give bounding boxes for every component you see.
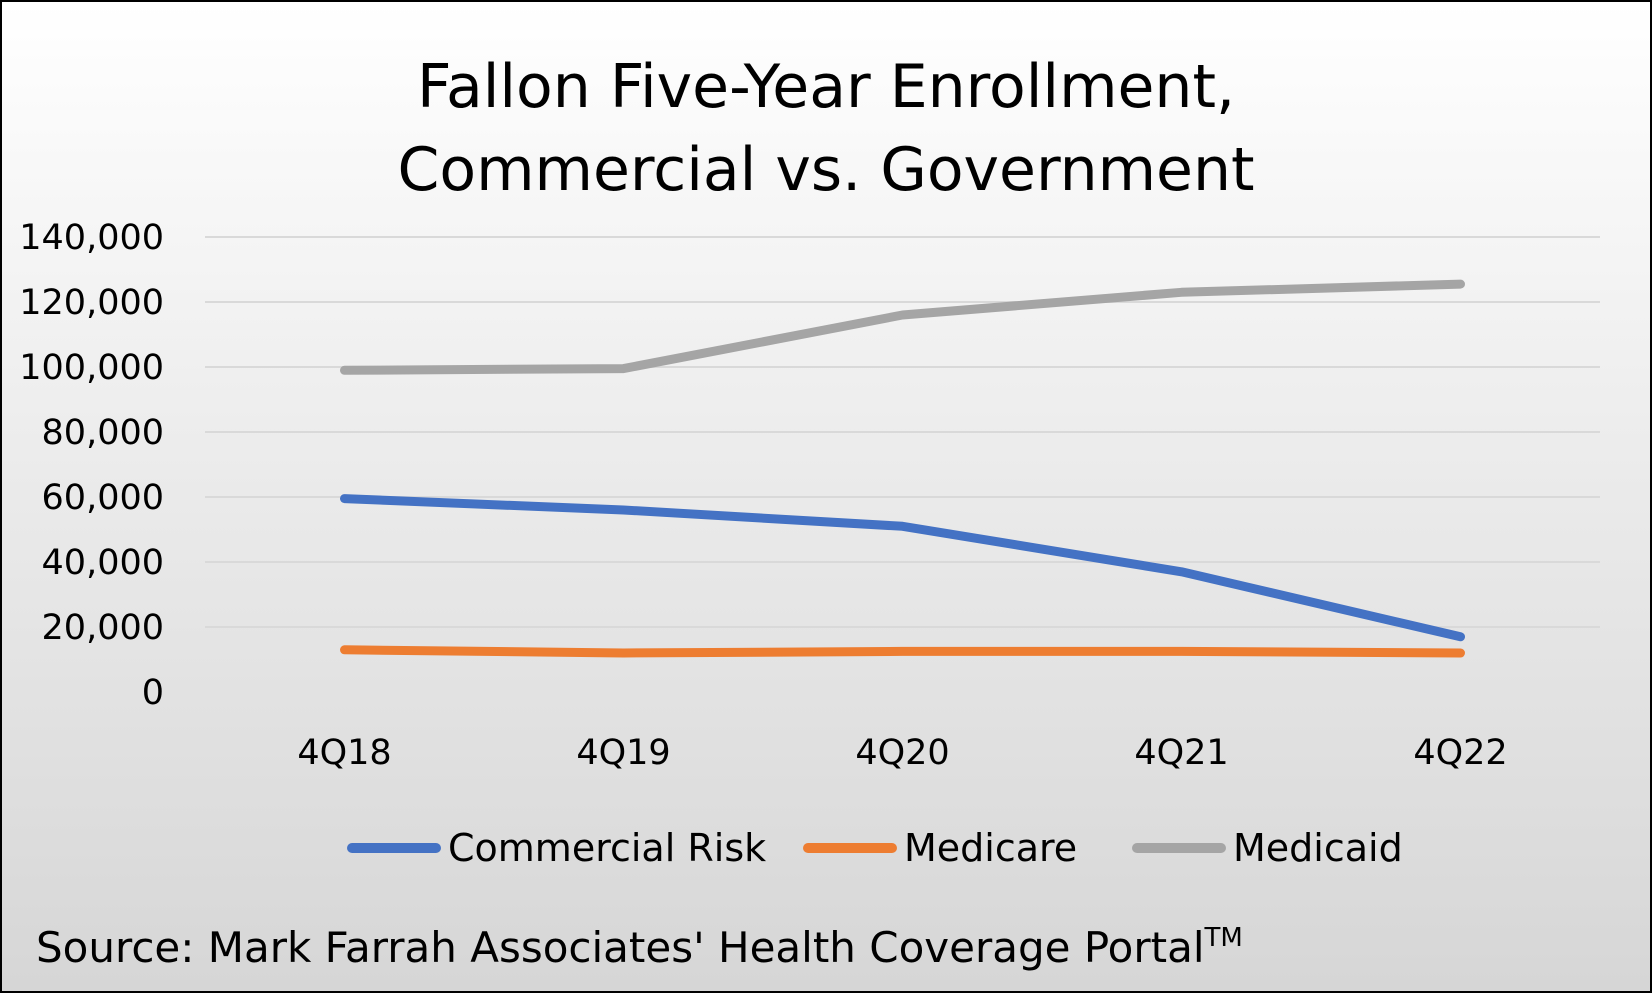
y-tick-label: 100,000 <box>19 348 164 388</box>
y-tick-label: 0 <box>142 673 164 713</box>
x-tick-label: 4Q21 <box>1134 733 1228 773</box>
x-tick-label: 4Q20 <box>855 733 949 773</box>
x-tick-label: 4Q19 <box>576 733 670 773</box>
chart-title-line-2: Commercial vs. Government <box>397 135 1254 205</box>
y-tick-label: 60,000 <box>42 478 164 518</box>
chart-title-line-1: Fallon Five-Year Enrollment, <box>417 52 1235 122</box>
series-line-medicaid <box>340 279 1465 375</box>
legend-label-medicare: Medicare <box>904 826 1077 870</box>
gridlines <box>205 236 1600 628</box>
legend-label-medicaid: Medicaid <box>1233 826 1403 870</box>
y-tick-label: 20,000 <box>42 608 164 648</box>
y-tick-label: 140,000 <box>19 218 164 258</box>
legend-label-commercial-risk: Commercial Risk <box>448 826 766 870</box>
x-tick-label: 4Q18 <box>297 733 391 773</box>
source-note: Source: Mark Farrah Associates' Health C… <box>36 923 1243 972</box>
source-trademark: TM <box>1204 923 1243 953</box>
source-text: Source: Mark Farrah Associates' Health C… <box>36 923 1205 972</box>
y-tick-label: 80,000 <box>42 413 164 453</box>
y-tick-label: 120,000 <box>19 283 164 323</box>
series-lines <box>340 279 1465 658</box>
series-line-commercial-risk <box>340 494 1465 642</box>
y-axis-tick-labels: 0 20,000 40,000 60,000 80,000 100,000 120,000 1… <box>19 218 164 713</box>
legend: Commercial Risk Medicare Medicaid <box>347 826 1403 870</box>
x-axis-tick-labels: 4Q18 4Q19 4Q20 4Q21 4Q22 <box>297 733 1507 773</box>
y-tick-label: 40,000 <box>42 543 164 583</box>
series-line-medicare <box>340 645 1465 658</box>
x-tick-label: 4Q22 <box>1413 733 1507 773</box>
